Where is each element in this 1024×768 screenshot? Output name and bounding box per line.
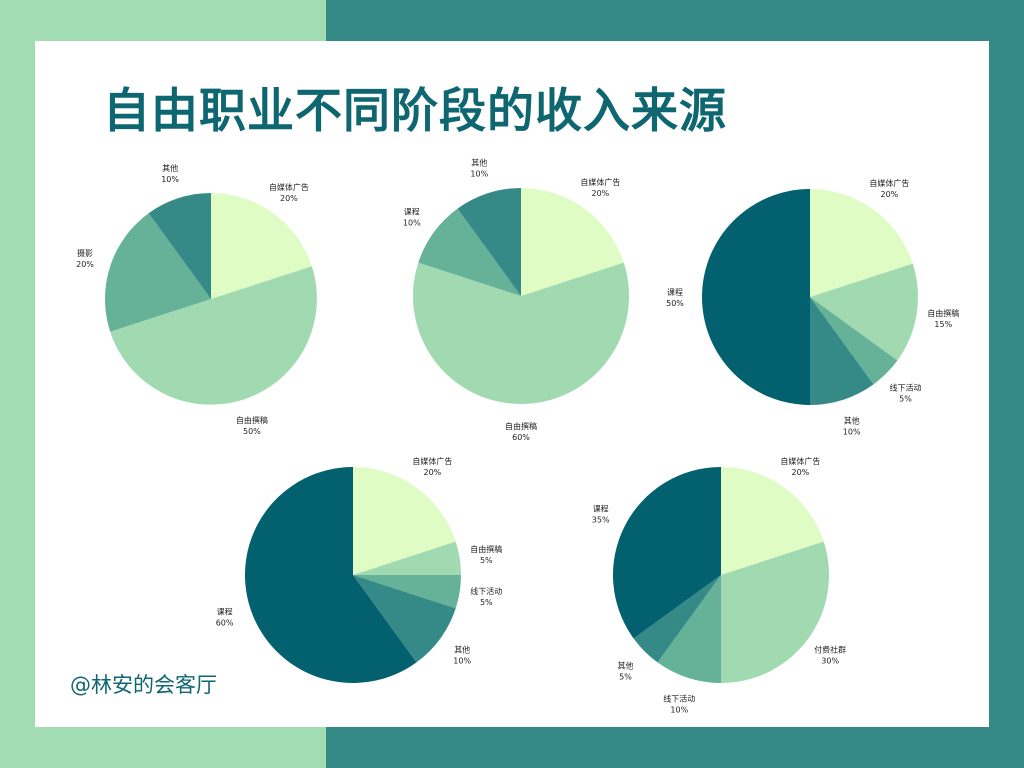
pie-chart-2: 自媒体广告 20% 自由撰稿 60% 课程 10% 其他 10% <box>403 158 630 442</box>
slice-value-label: 5% <box>619 673 632 682</box>
slice-value-label: 20% <box>792 468 810 477</box>
pie-slice <box>418 208 521 296</box>
slice-label: 自媒体广告 <box>869 178 909 188</box>
slice-value-label: 20% <box>76 260 94 269</box>
slice-value-label: 10% <box>470 170 488 179</box>
slice-label: 自由撰稿 <box>470 544 502 554</box>
pie-slice <box>810 297 874 405</box>
pie-slice <box>353 575 456 663</box>
pie-chart-1: 自媒体广告 20% 自由撰稿 50% 摄影 20% 其他 10% <box>76 163 317 436</box>
slice-label: 线下活动 <box>663 693 695 703</box>
slice-label: 其他 <box>471 158 487 168</box>
slice-label: 课程 <box>217 608 233 617</box>
slice-label: 自媒体广告 <box>412 456 452 466</box>
slice-label: 自媒体广告 <box>269 182 309 192</box>
slice-label: 其他 <box>844 415 860 425</box>
pie-slice <box>657 575 721 683</box>
pie-chart-3: 自媒体广告 20% 自由撰稿 15% 线下活动 5% 其他 10% 课程 50% <box>666 178 959 437</box>
slice-value-label: 10% <box>453 656 471 665</box>
slice-value-label: 10% <box>403 219 421 228</box>
slice-label: 付费社群 <box>814 644 846 654</box>
slice-value-label: 35% <box>592 516 610 525</box>
slice-label: 其他 <box>454 644 470 654</box>
watermark-text: @林安的会客厅 <box>70 673 217 697</box>
pie-chart-4: 自媒体广告 20% 自由撰稿 5% 线下活动 5% 其他 10% 课程 60% <box>216 456 502 683</box>
slice-value-label: 30% <box>821 656 839 665</box>
slice-label: 课程 <box>667 288 683 297</box>
slice-label: 自由撰稿 <box>505 421 537 431</box>
pie-slice <box>353 575 461 609</box>
slice-value-label: 5% <box>480 556 493 565</box>
slice-label: 摄影 <box>77 248 93 258</box>
pie-slice <box>810 189 913 297</box>
pie-slice <box>457 188 521 296</box>
pie-slice <box>721 467 824 575</box>
slice-label: 线下活动 <box>470 586 502 596</box>
slice-label: 其他 <box>162 163 178 173</box>
slice-label: 课程 <box>404 208 420 217</box>
slice-label: 其他 <box>618 661 634 671</box>
pie-slice <box>521 188 624 296</box>
slice-label: 自媒体广告 <box>580 177 620 187</box>
slice-value-label: 60% <box>216 619 234 628</box>
slice-value-label: 10% <box>843 427 861 436</box>
pie-slice <box>413 262 630 405</box>
pie-slice <box>810 263 918 361</box>
slice-value-label: 10% <box>670 705 688 714</box>
slice-label: 自由撰稿 <box>927 308 959 318</box>
pie-slice <box>110 266 317 405</box>
pie-slice <box>633 575 721 663</box>
slice-value-label: 50% <box>666 299 684 308</box>
pie-slice <box>353 467 456 575</box>
pie-slice <box>211 193 312 299</box>
slice-value-label: 60% <box>512 433 530 442</box>
pie-slice <box>148 193 211 299</box>
slice-value-label: 15% <box>934 320 952 329</box>
slice-value-label: 20% <box>424 468 442 477</box>
slice-label: 课程 <box>593 505 609 514</box>
slice-label: 自由撰稿 <box>236 415 268 425</box>
slice-value-label: 5% <box>480 598 493 607</box>
slice-label: 线下活动 <box>890 383 922 393</box>
slice-value-label: 5% <box>899 395 912 404</box>
pie-slice <box>353 541 461 575</box>
slice-value-label: 20% <box>881 190 899 199</box>
page-title: 自由职业不同阶段的收入来源 <box>103 84 727 139</box>
pie-slice <box>721 541 829 683</box>
pie-chart-5: 自媒体广告 20% 付费社群 30% 线下活动 10% 其他 5% 课程 35% <box>592 456 846 715</box>
slice-value-label: 50% <box>243 427 261 436</box>
pie-slice <box>702 189 810 405</box>
slice-value-label: 20% <box>280 194 298 203</box>
slice-label: 自媒体广告 <box>780 456 820 466</box>
slice-value-label: 20% <box>592 189 610 198</box>
pie-slice <box>244 467 417 683</box>
pie-slice <box>613 467 721 639</box>
slice-value-label: 10% <box>161 175 179 184</box>
pie-slice <box>104 213 211 332</box>
pie-slice <box>810 297 898 385</box>
